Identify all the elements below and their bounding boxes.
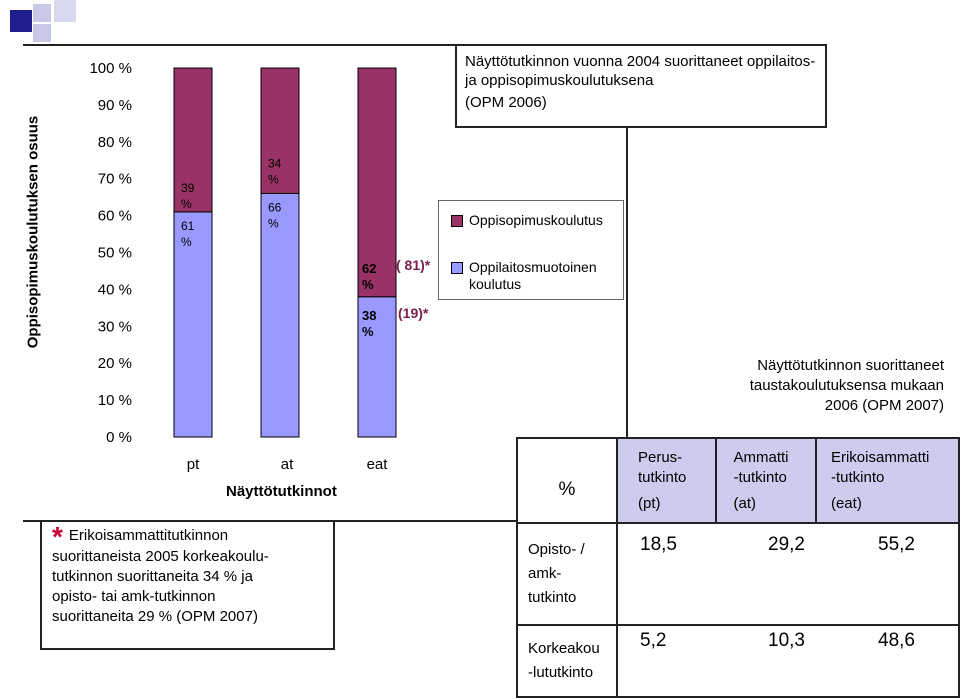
table-value: 29,2 — [768, 534, 805, 555]
x-tick-label: pt — [187, 456, 200, 473]
decor-square-dark — [10, 10, 32, 32]
data-label: % — [268, 172, 279, 186]
table-caption-line: 2006 (OPM 2007) — [824, 397, 944, 414]
table-header-row: % Perus- tutkinto (pt) Ammatti -tutkinto… — [516, 437, 960, 524]
legend-swatch — [451, 262, 463, 274]
footnote-star: * — [52, 521, 63, 552]
chart-title: Näyttötutkinnon vuonna 2004 suorittaneet… — [465, 53, 816, 89]
table-row-header: Opisto- / amk- tutkinto — [516, 522, 618, 626]
table-value: 10,3 — [768, 630, 805, 651]
data-label: % — [181, 197, 192, 211]
y-tick-label: 10 % — [98, 392, 132, 409]
y-tick-label: 50 % — [98, 245, 132, 262]
legend-item: Oppilaitosmuotoinen koulutus — [451, 259, 616, 293]
y-tick-label: 40 % — [98, 281, 132, 298]
data-label: % — [362, 277, 374, 292]
footnote-line: suorittaneista 2005 korkeakoulu- — [52, 548, 269, 565]
table-header-text: tutkinto — [638, 468, 687, 486]
legend-item: Oppisopimuskoulutus — [451, 212, 603, 228]
x-tick-label: at — [281, 456, 294, 473]
bar-segment — [173, 211, 213, 438]
table-row-label: Opisto- / — [528, 541, 585, 558]
footnote-line: suorittaneita 29 % (OPM 2007) — [52, 608, 258, 625]
table-value: 48,6 — [878, 630, 915, 651]
y-tick-label: 100 % — [89, 60, 132, 77]
data-label: % — [362, 324, 374, 339]
footnote-line: tutkinnon suorittaneita 34 % ja — [52, 568, 253, 585]
annotation-label: ( 81)* — [396, 257, 431, 273]
table-value-cell: 18,5 29,2 55,2 — [616, 522, 960, 626]
bar-segment — [260, 67, 300, 194]
chart-title-source: (OPM 2006) — [465, 94, 547, 111]
y-tick-label: 20 % — [98, 355, 132, 372]
legend-swatch — [451, 215, 463, 227]
decor-square-light — [33, 4, 51, 22]
table-row-label: amk- — [528, 565, 562, 582]
data-label: 39 — [181, 181, 195, 195]
table-row-label: Korkeakou — [528, 640, 600, 657]
table-row-label: -lututkinto — [528, 664, 594, 681]
y-tick-label: 70 % — [98, 171, 132, 188]
legend-label: Oppilaitosmuotoinen koulutus — [469, 259, 597, 292]
table-header-text: (eat) — [830, 494, 862, 512]
x-tick-label: eat — [367, 456, 389, 473]
y-tick-label: 0 % — [106, 429, 132, 446]
data-label: % — [181, 235, 192, 249]
table-caption: Näyttötutkinnon suorittaneet taustakoulu… — [700, 356, 944, 416]
y-axis-label: Oppisopimuskoulutuksen osuus — [24, 115, 42, 349]
table-header-text: Ammatti — [733, 448, 789, 466]
bar-segment — [357, 67, 397, 298]
table-header-cell: Ammatti -tutkinto (at) — [715, 437, 817, 524]
table-value: 5,2 — [640, 630, 667, 651]
footnote-box: * Erikoisammattitutkinnon suorittaneista … — [40, 522, 335, 650]
table-header-text: Perus- — [638, 448, 683, 466]
decor-square-light — [54, 0, 76, 22]
chart-title-box: Näyttötutkinnon vuonna 2004 suorittaneet… — [455, 44, 827, 128]
data-label: % — [268, 216, 279, 230]
data-label: 34 — [268, 156, 282, 170]
table-header-text: Erikoisammatti — [830, 448, 930, 466]
data-label: 66 — [268, 200, 282, 214]
annotation-label: (19)* — [398, 305, 429, 321]
data-label: 38 — [362, 308, 376, 323]
bar-segment — [173, 67, 213, 213]
table-corner-label: % — [558, 478, 576, 500]
table-value: 18,5 — [640, 534, 677, 555]
footnote-line: opisto- tai amk-tutkinnon — [52, 588, 216, 605]
table-caption-line: Näyttötutkinnon suorittaneet — [757, 357, 944, 374]
table-header-cell: Perus- tutkinto (pt) — [615, 437, 718, 524]
legend-label: Oppisopimuskoulutus — [469, 212, 603, 228]
chart-panel — [23, 44, 628, 522]
bar-segment — [357, 296, 397, 438]
bar-segment — [260, 192, 300, 438]
y-tick-label: 30 % — [98, 318, 132, 335]
table-value: 55,2 — [878, 534, 915, 555]
table-header-cell: Erikoisammatti -tutkinto (eat) — [814, 437, 960, 524]
table-header-text: -tutkinto — [733, 468, 787, 486]
footnote-line: Erikoisammattitutkinnon — [68, 527, 229, 544]
table-row: Korkeakou -lututkinto 5,2 10,3 48,6 — [516, 624, 960, 698]
decor-square-light — [33, 24, 51, 42]
table-corner-cell: % — [516, 437, 618, 524]
data-label: 61 — [181, 219, 195, 233]
background-education-table: % Perus- tutkinto (pt) Ammatti -tutkinto… — [516, 437, 960, 698]
table-value-cell: 5,2 10,3 48,6 — [616, 624, 960, 698]
table-header-text: -tutkinto — [830, 468, 885, 486]
table-header-text: (pt) — [638, 494, 661, 512]
table-row-header: Korkeakou -lututkinto — [516, 624, 618, 698]
table-row-label: tutkinto — [528, 589, 577, 606]
y-tick-label: 60 % — [98, 208, 132, 225]
y-tick-label: 90 % — [98, 97, 132, 114]
table-header-text: (at) — [733, 494, 756, 512]
table-row: Opisto- / amk- tutkinto 18,5 29,2 55,2 — [516, 522, 960, 626]
table-caption-line: taustakoulutuksensa mukaan — [749, 377, 944, 394]
x-axis-label: Näyttötutkinnot — [226, 483, 337, 500]
chart-legend: Oppisopimuskoulutus Oppilaitosmuotoinen … — [438, 200, 624, 300]
data-label: 62 — [362, 261, 376, 276]
y-tick-label: 80 % — [98, 134, 132, 151]
